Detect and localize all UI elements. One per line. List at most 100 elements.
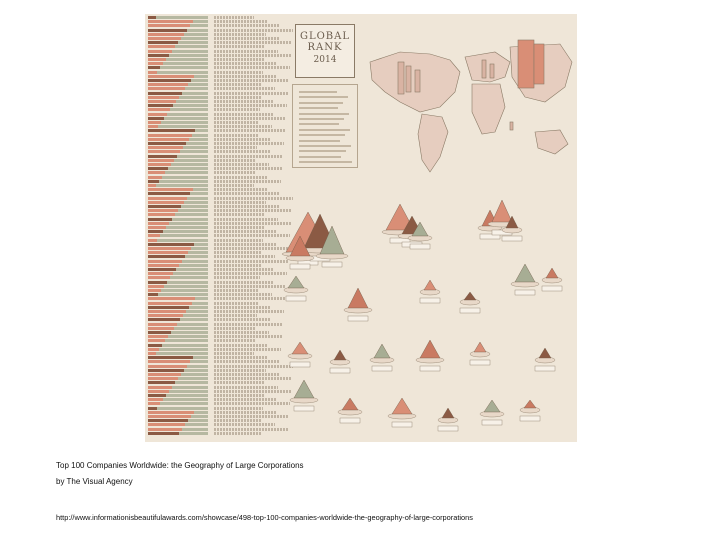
ranking-label-text [214, 37, 279, 40]
ranking-bar-remainder [160, 402, 208, 406]
ranking-row [148, 263, 298, 267]
ranking-label-text [214, 268, 274, 271]
ranking-bar [148, 146, 183, 150]
ranking-label-text [214, 116, 286, 120]
caption-url-link[interactable]: http://www.informationisbeautifulawards.… [56, 513, 473, 522]
ranking-row [148, 125, 298, 129]
ranking-row [148, 137, 298, 141]
ranking-bar-remainder [188, 83, 208, 87]
how-to-read-box [292, 84, 358, 168]
sector-label-box [409, 243, 431, 250]
ranking-label-text [214, 272, 287, 276]
ranking-bar [148, 129, 195, 133]
ranking-row [148, 356, 298, 360]
ranking-bar [148, 28, 187, 32]
ranking-bar [148, 37, 181, 40]
ranking-bar [148, 238, 157, 242]
ranking-bar [148, 263, 179, 267]
ranking-bar-remainder [166, 394, 208, 397]
sector-label-box [371, 365, 393, 372]
ranking-label-text [214, 394, 264, 397]
sector-cone [473, 341, 487, 353]
ranking-label-text [214, 163, 269, 166]
ranking-bar [148, 410, 194, 414]
ranking-bar [148, 364, 187, 368]
ranking-row [148, 347, 298, 351]
ranking-bar [148, 360, 190, 364]
ranking-bar-remainder [164, 284, 208, 288]
ranking-bar-remainder [158, 125, 208, 129]
ranking-bar [148, 381, 175, 385]
how-to-read-line [299, 128, 350, 131]
ranking-label-text [214, 305, 271, 309]
ranking-bar-remainder [193, 356, 208, 360]
ranking-bar-remainder [162, 343, 208, 347]
how-to-read-line [299, 112, 349, 115]
ranking-label-text [214, 251, 262, 255]
ranking-label-text [214, 95, 261, 99]
ranking-row [148, 32, 298, 36]
ranking-bar-remainder [170, 276, 208, 280]
how-to-read-line [299, 107, 338, 110]
ranking-bar-remainder [166, 226, 208, 229]
ranking-row [148, 305, 298, 309]
ranking-label-text [214, 200, 266, 204]
how-to-read-line [299, 155, 341, 158]
ranking-row [148, 104, 298, 108]
ranking-bar [148, 431, 179, 435]
how-to-read-line [299, 96, 348, 99]
sector-label-box [519, 415, 541, 422]
ranking-bar [148, 62, 163, 66]
ranking-label-text [214, 238, 263, 242]
industry-cone-charts [281, 199, 563, 432]
ranking-label-text [214, 133, 258, 137]
ranking-bar-remainder [188, 419, 208, 423]
ranking-label-text [214, 87, 275, 91]
ranking-row [148, 209, 298, 213]
ranking-label-text [214, 415, 289, 418]
ranking-row [148, 129, 298, 133]
ranking-row [148, 112, 298, 116]
ranking-row [148, 326, 298, 330]
ranking-bar-remainder [192, 133, 208, 137]
ranking-bar-remainder [173, 272, 208, 276]
ranking-label-text [214, 427, 288, 431]
ranking-bar-remainder [184, 368, 208, 372]
sector-label-box [479, 233, 501, 240]
ranking-bar [148, 423, 185, 427]
ranking-bar-remainder [156, 16, 208, 19]
ranking-label-text [214, 205, 279, 208]
ranking-row [148, 419, 298, 423]
ranking-bar [148, 272, 173, 276]
ranking-label-text [214, 104, 287, 108]
ranking-row [148, 318, 298, 322]
ranking-bar-remainder [174, 326, 208, 330]
how-to-read-line [299, 134, 345, 137]
ranking-bar [148, 41, 178, 45]
ranking-bar-remainder [167, 280, 208, 284]
ranking-bar-remainder [161, 289, 208, 292]
ranking-label-text [214, 385, 278, 389]
sector-cone [419, 339, 441, 359]
ranking-bar [148, 242, 194, 246]
ranking-row [148, 272, 298, 276]
sector-label-box [514, 289, 536, 296]
ranking-bar [148, 406, 157, 410]
ranking-label-text [214, 58, 264, 61]
ranking-bar [148, 221, 169, 225]
ranking-bar [148, 32, 184, 36]
ranking-row [148, 70, 298, 74]
sector-label-box [289, 263, 311, 270]
ranking-label-text [214, 377, 292, 381]
ranking-row [148, 402, 298, 406]
ranking-row [148, 83, 298, 87]
sector-cone [523, 399, 537, 409]
ranking-row [148, 74, 298, 78]
ranking-bar [148, 104, 173, 108]
ranking-bar-remainder [162, 175, 208, 179]
ranking-bar-remainder [185, 423, 208, 427]
ranking-row [148, 377, 298, 381]
poster-title-line1: GLOBAL [299, 31, 351, 42]
ranking-label-text [214, 70, 263, 74]
world-map [369, 39, 573, 173]
